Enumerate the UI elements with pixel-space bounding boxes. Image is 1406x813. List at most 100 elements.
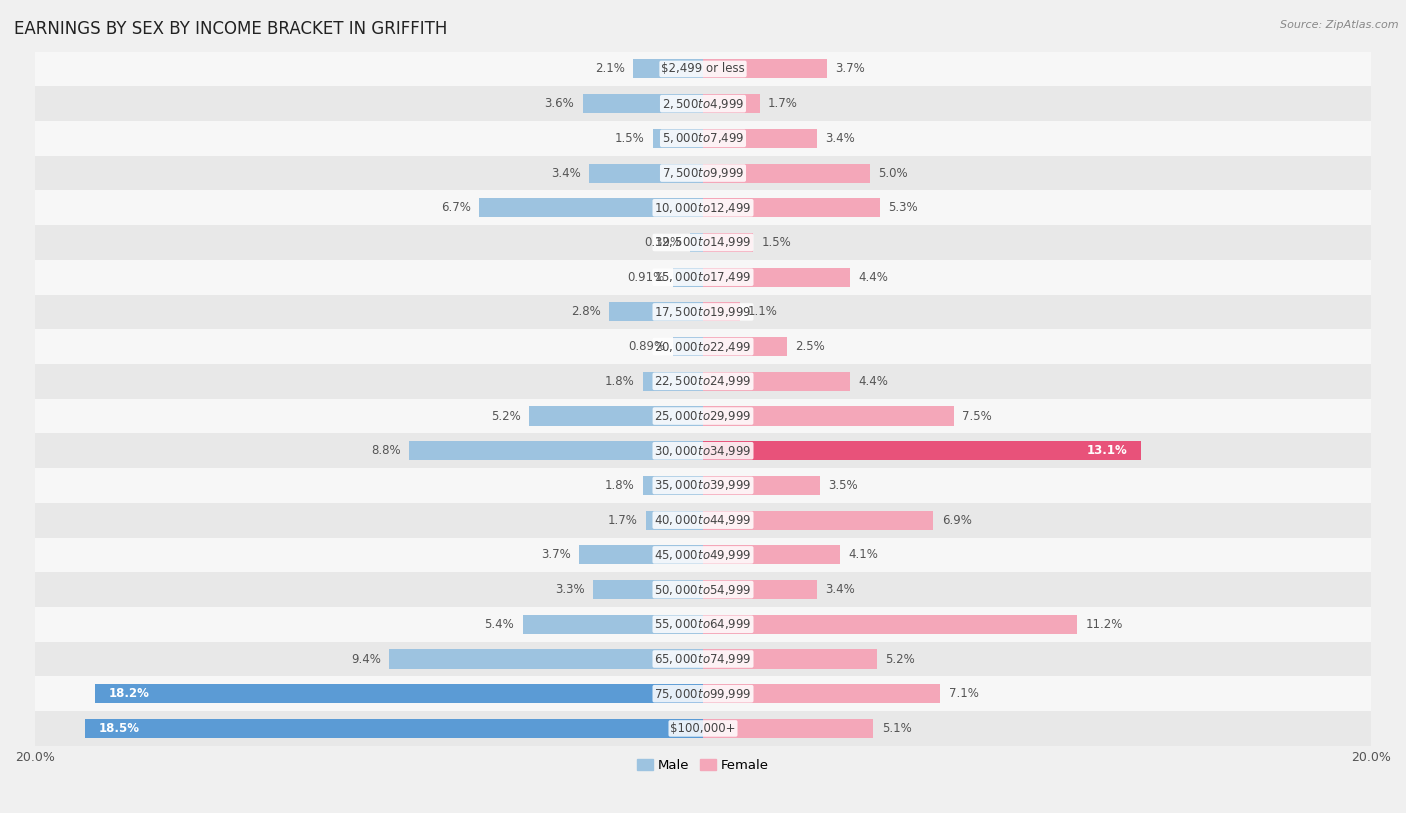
Text: 3.4%: 3.4% (825, 583, 855, 596)
Bar (673, 337, 703, 356)
Text: $22,500 to $24,999: $22,500 to $24,999 (654, 374, 752, 389)
Bar (35, 86, 1371, 121)
Bar (523, 615, 703, 634)
Bar (703, 441, 1140, 460)
Bar (703, 546, 839, 564)
Bar (703, 128, 817, 148)
Bar (703, 406, 953, 425)
Bar (35, 225, 1371, 260)
Text: 13.1%: 13.1% (1087, 444, 1128, 457)
Text: 1.1%: 1.1% (748, 306, 778, 319)
Bar (35, 711, 1371, 746)
Bar (703, 59, 827, 79)
Text: 1.7%: 1.7% (768, 97, 799, 110)
Text: 5.0%: 5.0% (879, 167, 908, 180)
Bar (35, 329, 1371, 364)
Bar (35, 398, 1371, 433)
Bar (35, 676, 1371, 711)
Bar (35, 260, 1371, 294)
Bar (35, 537, 1371, 572)
Bar (703, 719, 873, 738)
Bar (643, 372, 703, 391)
Bar (609, 302, 703, 321)
Text: 3.4%: 3.4% (825, 132, 855, 145)
Bar (703, 650, 877, 668)
Bar (582, 94, 703, 113)
Bar (35, 364, 1371, 398)
Text: 4.4%: 4.4% (858, 375, 889, 388)
Bar (529, 406, 703, 425)
Text: 0.89%: 0.89% (628, 340, 665, 353)
Text: 3.7%: 3.7% (541, 549, 571, 561)
Bar (35, 502, 1371, 537)
Bar (652, 128, 703, 148)
Bar (703, 372, 851, 391)
Text: $17,500 to $19,999: $17,500 to $19,999 (654, 305, 752, 319)
Text: 0.39%: 0.39% (644, 236, 682, 249)
Text: 6.9%: 6.9% (942, 514, 972, 527)
Text: $5,000 to $7,499: $5,000 to $7,499 (662, 132, 744, 146)
Text: 11.2%: 11.2% (1085, 618, 1123, 631)
Text: 1.5%: 1.5% (614, 132, 644, 145)
Text: 8.8%: 8.8% (371, 444, 401, 457)
Bar (703, 615, 1077, 634)
Text: 4.1%: 4.1% (848, 549, 879, 561)
Text: 3.6%: 3.6% (544, 97, 575, 110)
Bar (35, 121, 1371, 156)
Text: $45,000 to $49,999: $45,000 to $49,999 (654, 548, 752, 562)
Text: 1.8%: 1.8% (605, 479, 634, 492)
Text: $10,000 to $12,499: $10,000 to $12,499 (654, 201, 752, 215)
Bar (703, 685, 941, 703)
Bar (647, 511, 703, 530)
Bar (703, 511, 934, 530)
Bar (579, 546, 703, 564)
Text: $2,499 or less: $2,499 or less (661, 63, 745, 76)
Bar (703, 337, 786, 356)
Text: $12,500 to $14,999: $12,500 to $14,999 (654, 236, 752, 250)
Text: 1.8%: 1.8% (605, 375, 634, 388)
Text: 7.1%: 7.1% (949, 687, 979, 700)
Bar (703, 476, 820, 495)
Bar (35, 51, 1371, 86)
Bar (479, 198, 703, 217)
Text: $65,000 to $74,999: $65,000 to $74,999 (654, 652, 752, 666)
Text: 3.4%: 3.4% (551, 167, 581, 180)
Text: 1.7%: 1.7% (607, 514, 638, 527)
Bar (389, 650, 703, 668)
Text: 18.5%: 18.5% (98, 722, 139, 735)
Text: 5.4%: 5.4% (485, 618, 515, 631)
Bar (703, 267, 851, 287)
Text: 6.7%: 6.7% (441, 202, 471, 215)
Legend: Male, Female: Male, Female (631, 754, 775, 777)
Bar (35, 607, 1371, 641)
Bar (703, 198, 880, 217)
Text: 7.5%: 7.5% (962, 410, 991, 423)
Text: 18.2%: 18.2% (108, 687, 149, 700)
Bar (35, 641, 1371, 676)
Text: $100,000+: $100,000+ (671, 722, 735, 735)
Text: 2.5%: 2.5% (794, 340, 824, 353)
Text: $40,000 to $44,999: $40,000 to $44,999 (654, 513, 752, 527)
Text: $15,000 to $17,499: $15,000 to $17,499 (654, 270, 752, 285)
Text: 2.1%: 2.1% (595, 63, 624, 76)
Bar (84, 719, 703, 738)
Text: 5.2%: 5.2% (491, 410, 522, 423)
Text: $20,000 to $22,499: $20,000 to $22,499 (654, 340, 752, 354)
Bar (690, 233, 703, 252)
Bar (643, 476, 703, 495)
Text: 5.1%: 5.1% (882, 722, 911, 735)
Bar (35, 572, 1371, 607)
Bar (35, 468, 1371, 502)
Text: $7,500 to $9,999: $7,500 to $9,999 (662, 166, 744, 180)
Text: $35,000 to $39,999: $35,000 to $39,999 (654, 479, 752, 493)
Bar (96, 685, 703, 703)
Text: 4.4%: 4.4% (858, 271, 889, 284)
Bar (672, 267, 703, 287)
Text: $2,500 to $4,999: $2,500 to $4,999 (662, 97, 744, 111)
Text: $25,000 to $29,999: $25,000 to $29,999 (654, 409, 752, 423)
Text: 0.91%: 0.91% (627, 271, 664, 284)
Bar (703, 94, 759, 113)
Text: $30,000 to $34,999: $30,000 to $34,999 (654, 444, 752, 458)
Bar (35, 190, 1371, 225)
Bar (589, 163, 703, 183)
